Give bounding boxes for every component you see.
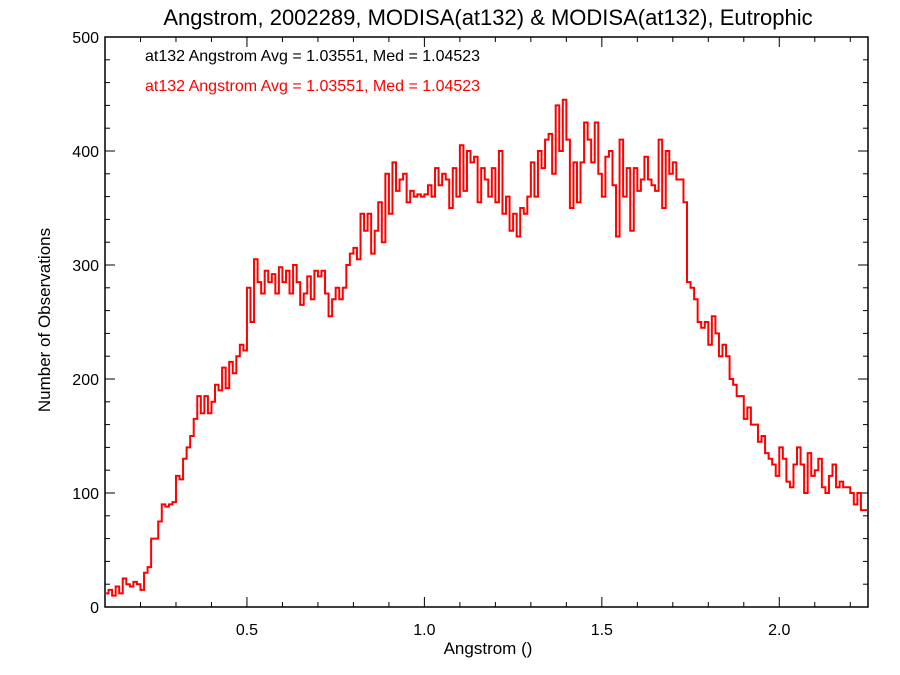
series-line bbox=[105, 98, 868, 597]
x-tick-label: 1.0 bbox=[413, 622, 435, 639]
plot-frame bbox=[104, 36, 869, 608]
x-tick-label: 2.0 bbox=[768, 622, 790, 639]
y-tick-label: 200 bbox=[72, 372, 99, 389]
x-tick-label: 1.5 bbox=[591, 622, 613, 639]
y-axis-ticks: 0 100 200 300 400 500 bbox=[72, 30, 868, 617]
annotation-red: at132 Angstrom Avg = 1.03551, Med = 1.04… bbox=[145, 78, 480, 95]
x-axis-label: Angstrom () bbox=[444, 639, 533, 658]
series-group bbox=[105, 98, 868, 597]
x-tick-label: 0.5 bbox=[236, 622, 258, 639]
chart-title: Angstrom, 2002289, MODISA(at132) & MODIS… bbox=[163, 5, 812, 30]
annotation-black: at132 Angstrom Avg = 1.03551, Med = 1.04… bbox=[145, 48, 480, 65]
y-tick-label: 300 bbox=[72, 258, 99, 275]
y-tick-label: 400 bbox=[72, 144, 99, 161]
plot-frame bbox=[104, 36, 869, 608]
y-tick-label: 0 bbox=[90, 600, 99, 617]
y-tick-label: 500 bbox=[72, 30, 99, 47]
y-tick-label: 100 bbox=[72, 486, 99, 503]
x-axis-ticks: 0.5 1.0 1.5 2.0 bbox=[139, 37, 851, 639]
y-axis-label: Number of Observations bbox=[35, 228, 54, 412]
